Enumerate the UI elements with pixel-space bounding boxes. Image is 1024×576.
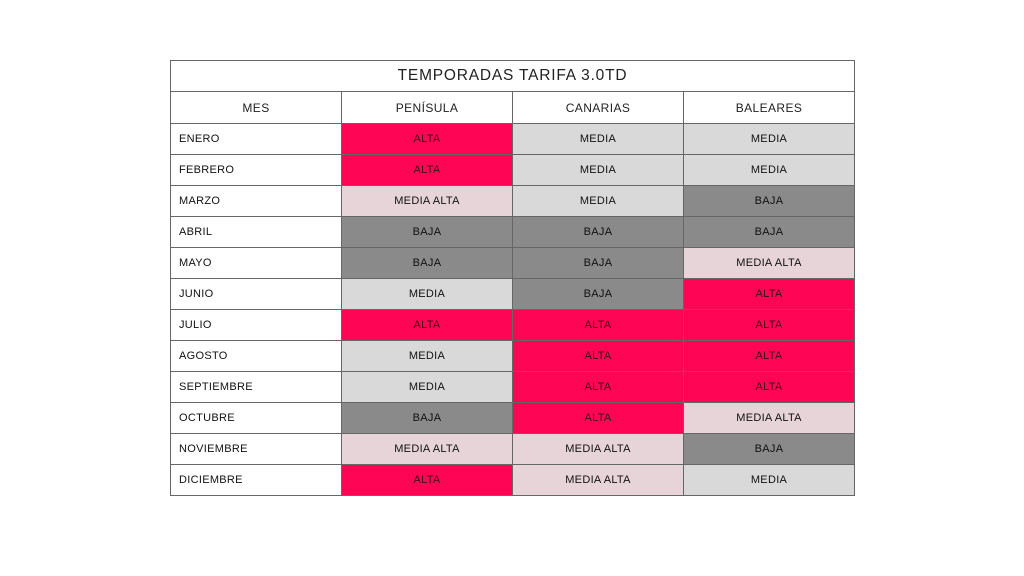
season-cell-peninsula: MEDIA xyxy=(341,278,513,310)
season-cell-canarias: MEDIA ALTA xyxy=(512,433,684,465)
season-cell-baleares: ALTA xyxy=(682,340,856,372)
season-cell-canarias: MEDIA ALTA xyxy=(512,464,684,496)
table-row: DICIEMBRE ALTA MEDIA ALTA MEDIA xyxy=(170,464,856,496)
header-baleares: BALEARES xyxy=(682,91,856,124)
season-cell-peninsula: BAJA xyxy=(341,402,513,434)
season-cell-peninsula: MEDIA ALTA xyxy=(341,185,513,217)
season-cell-canarias: ALTA xyxy=(512,371,684,403)
season-cell-peninsula: ALTA xyxy=(341,123,513,155)
season-cell-peninsula: ALTA xyxy=(341,464,513,496)
season-cell-baleares: BAJA xyxy=(682,433,856,465)
season-cell-peninsula: BAJA xyxy=(341,247,513,279)
month-cell: JUNIO xyxy=(170,278,342,310)
table-body: ENERO ALTA MEDIA MEDIA FEBRERO ALTA MEDIA MEDIA… xyxy=(170,123,856,496)
table-row: NOVIEMBRE MEDIA ALTA MEDIA ALTA BAJA xyxy=(170,433,856,465)
header-row: MES PENÍSULA CANARIAS BALEARES xyxy=(170,91,856,124)
table-row: MARZO MEDIA ALTA MEDIA BAJA xyxy=(170,185,856,217)
season-cell-peninsula: MEDIA xyxy=(341,371,513,403)
season-cell-canarias: BAJA xyxy=(512,247,684,279)
season-cell-baleares: ALTA xyxy=(682,371,856,403)
season-cell-baleares: BAJA xyxy=(682,216,856,248)
table-row: ENERO ALTA MEDIA MEDIA xyxy=(170,123,856,155)
header-mes: MES xyxy=(170,91,342,124)
table-row: ABRIL BAJA BAJA BAJA xyxy=(170,216,856,248)
table-row: AGOSTO MEDIA ALTA ALTA xyxy=(170,340,856,372)
season-cell-baleares: MEDIA xyxy=(682,154,856,186)
header-peninsula: PENÍSULA xyxy=(341,91,513,124)
header-canarias: CANARIAS xyxy=(512,91,684,124)
season-cell-baleares: ALTA xyxy=(682,309,856,341)
table-row: JULIO ALTA ALTA ALTA xyxy=(170,309,856,341)
season-cell-canarias: MEDIA xyxy=(512,123,684,155)
season-cell-canarias: BAJA xyxy=(512,216,684,248)
month-cell: ENERO xyxy=(170,123,342,155)
season-cell-peninsula: MEDIA ALTA xyxy=(341,433,513,465)
table-row: FEBRERO ALTA MEDIA MEDIA xyxy=(170,154,856,186)
season-cell-canarias: ALTA xyxy=(512,309,684,341)
table-title: TEMPORADAS TARIFA 3.0TD xyxy=(169,60,856,92)
table-row: OCTUBRE BAJA ALTA MEDIA ALTA xyxy=(170,402,856,434)
season-cell-baleares: MEDIA ALTA xyxy=(682,402,856,434)
month-cell: AGOSTO xyxy=(170,340,342,372)
season-cell-canarias: BAJA xyxy=(512,278,684,310)
season-cell-peninsula: MEDIA xyxy=(341,340,513,372)
month-cell: JULIO xyxy=(170,309,342,341)
season-cell-canarias: ALTA xyxy=(512,402,684,434)
month-cell: OCTUBRE xyxy=(170,402,342,434)
month-cell: ABRIL xyxy=(170,216,342,248)
month-cell: FEBRERO xyxy=(170,154,342,186)
season-cell-peninsula: ALTA xyxy=(341,309,513,341)
season-cell-peninsula: ALTA xyxy=(341,154,513,186)
season-cell-baleares: BAJA xyxy=(682,185,856,217)
month-cell: NOVIEMBRE xyxy=(170,433,342,465)
season-cell-baleares: MEDIA xyxy=(682,123,856,155)
month-cell: DICIEMBRE xyxy=(170,464,342,496)
season-cell-baleares: ALTA xyxy=(682,278,856,310)
season-cell-baleares: MEDIA ALTA xyxy=(682,247,856,279)
seasons-table: TEMPORADAS TARIFA 3.0TD MES PENÍSULA CAN… xyxy=(169,60,856,496)
table-row: JUNIO MEDIA BAJA ALTA xyxy=(170,278,856,310)
table-row: SEPTIEMBRE MEDIA ALTA ALTA xyxy=(170,371,856,403)
season-cell-baleares: MEDIA xyxy=(682,464,856,496)
season-cell-canarias: ALTA xyxy=(512,340,684,372)
month-cell: SEPTIEMBRE xyxy=(170,371,342,403)
month-cell: MARZO xyxy=(170,185,342,217)
season-cell-canarias: MEDIA xyxy=(512,185,684,217)
month-cell: MAYO xyxy=(170,247,342,279)
table-row: MAYO BAJA BAJA MEDIA ALTA xyxy=(170,247,856,279)
title-row: TEMPORADAS TARIFA 3.0TD xyxy=(169,60,856,92)
season-cell-canarias: MEDIA xyxy=(512,154,684,186)
season-cell-peninsula: BAJA xyxy=(341,216,513,248)
